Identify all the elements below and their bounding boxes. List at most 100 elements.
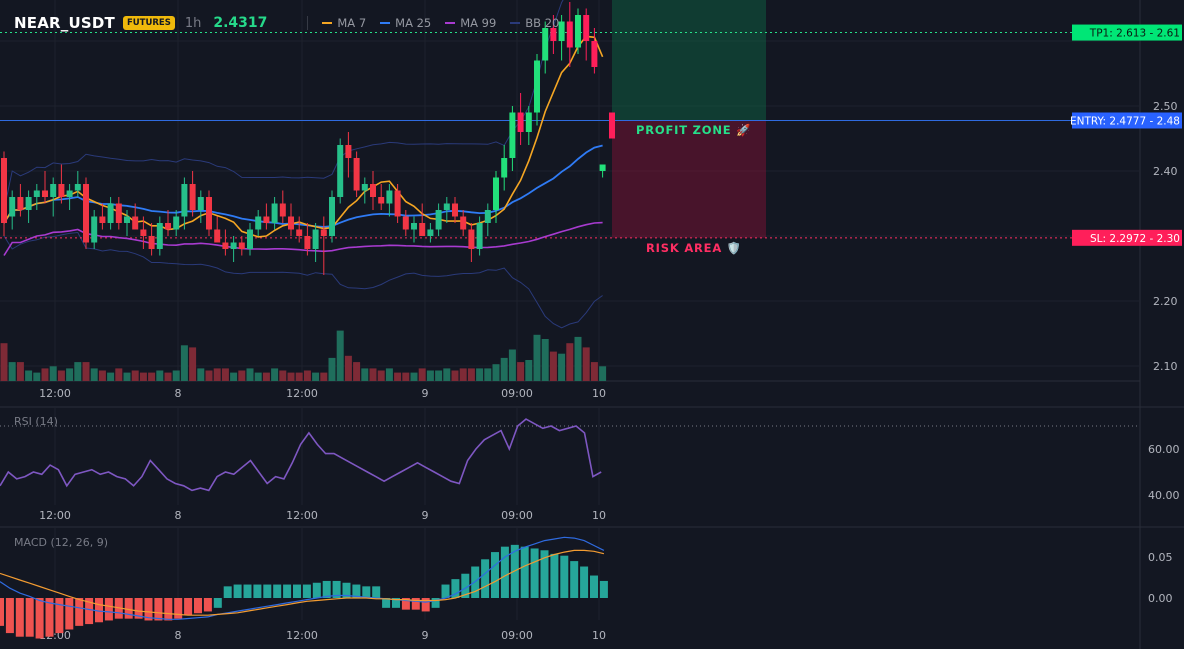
symbol-name[interactable]: NEAR_USDT [14,14,115,32]
candle[interactable] [493,171,499,223]
legend-ma25[interactable]: MA 25 [380,16,431,30]
candle[interactable] [115,197,122,230]
candle[interactable] [124,210,130,236]
candle[interactable] [484,203,491,237]
macd-hist-bar [302,584,311,598]
candle[interactable] [107,197,114,230]
candle[interactable] [296,216,303,243]
candle[interactable] [378,184,385,210]
candle[interactable] [394,184,401,223]
candle[interactable] [452,197,458,223]
candle[interactable] [558,15,565,61]
legend-ma99[interactable]: MA 99 [445,16,496,30]
live-candle[interactable] [609,112,615,139]
candle[interactable] [583,8,590,61]
candle[interactable] [411,216,417,243]
candle[interactable] [517,93,524,145]
candle[interactable] [99,203,106,230]
candle[interactable] [255,210,262,236]
candle[interactable] [74,171,81,197]
candle[interactable] [206,190,212,237]
price-axis-tick: 2.10 [1153,360,1178,373]
candle[interactable] [575,8,581,55]
candle[interactable] [140,216,147,250]
volume-bar [172,370,180,381]
candle-body [1,158,7,223]
candle[interactable] [402,210,409,236]
candle[interactable] [370,171,376,210]
candle[interactable] [304,223,311,256]
candle[interactable] [419,203,426,237]
macd-hist-bar [332,580,341,598]
entry-tag[interactable] [1072,112,1182,129]
legend-bb20[interactable]: BB 20 [510,16,559,30]
candle[interactable] [288,203,294,237]
legend-ma7[interactable]: MA 7 [322,16,366,30]
candle[interactable] [132,203,139,230]
candle[interactable] [1,151,7,237]
candle[interactable] [156,216,163,256]
candle-body [9,197,16,217]
candle[interactable] [361,177,368,204]
candle[interactable] [443,197,450,223]
candle[interactable] [189,171,196,217]
sl-tag[interactable] [1072,229,1182,246]
candle[interactable] [345,132,352,178]
candle[interactable] [91,210,98,249]
candle[interactable] [320,216,327,276]
candle[interactable] [165,210,171,236]
last-price: 2.4317 [213,15,268,31]
candle[interactable] [501,145,508,191]
candle[interactable] [460,210,467,236]
candle-body [197,197,204,210]
candle[interactable] [33,184,40,210]
candle[interactable] [9,190,16,230]
candle[interactable] [197,190,204,224]
macd-hist-bar [362,586,371,598]
candle[interactable] [58,164,65,204]
candle[interactable] [435,203,442,237]
volume-bar [57,370,65,381]
candle[interactable] [329,190,335,243]
candle[interactable] [279,190,286,224]
candle-body [337,145,344,197]
ma99-swatch [445,22,456,24]
candle[interactable] [386,184,393,217]
candle[interactable] [222,229,229,256]
candle[interactable] [230,236,237,262]
candle[interactable] [25,190,32,224]
candle[interactable] [599,164,606,178]
candle[interactable] [534,54,540,126]
volume-bar [394,372,402,381]
candle[interactable] [50,177,57,217]
candle[interactable] [566,1,573,67]
candle[interactable] [263,203,270,230]
candle[interactable] [427,223,434,243]
candle[interactable] [468,223,475,262]
candle[interactable] [509,106,516,171]
candle[interactable] [214,216,221,243]
candle[interactable] [238,236,245,256]
candle[interactable] [542,21,549,74]
candle[interactable] [148,223,155,256]
candle[interactable] [17,184,24,217]
tp1-tag[interactable] [1072,24,1182,41]
candle[interactable] [353,151,360,198]
volume-bar [312,372,320,381]
candle[interactable] [271,197,278,230]
macd-hist-bar [5,598,14,634]
candle[interactable] [42,171,48,204]
candle[interactable] [312,223,319,262]
candle[interactable] [525,106,532,145]
candle[interactable] [591,28,598,74]
candle[interactable] [337,138,344,204]
candle[interactable] [66,184,73,210]
candle[interactable] [476,216,483,256]
timeframe-label[interactable]: 1h [184,15,202,31]
candle[interactable] [550,15,557,54]
candle[interactable] [247,223,253,256]
candle[interactable] [181,177,188,230]
candle[interactable] [83,177,89,250]
candle[interactable] [173,210,180,236]
